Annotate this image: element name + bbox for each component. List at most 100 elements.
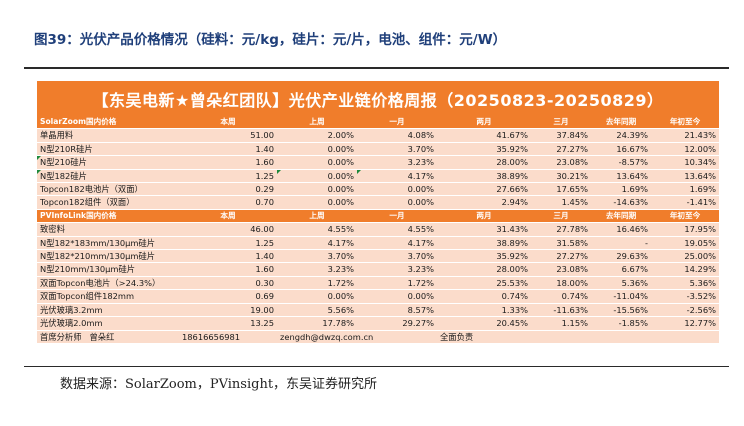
price-value-cell: 0.74% xyxy=(437,289,531,304)
price-value-cell: 51.00 xyxy=(179,128,277,143)
price-value-cell: 46.00 xyxy=(179,222,277,237)
price-value-cell: 31.58% xyxy=(531,236,591,251)
price-value-cell: 1.40 xyxy=(179,249,277,264)
column-header: 本周 xyxy=(179,116,277,130)
column-header: 本周 xyxy=(179,209,277,224)
price-value-cell: -11.04% xyxy=(591,289,651,304)
price-value-cell: 25.00% xyxy=(651,249,719,264)
price-value-cell: -8.57% xyxy=(591,155,651,170)
price-value-cell: 4.17% xyxy=(357,169,437,184)
footer-cell: 18616656981 xyxy=(179,330,277,344)
analyst-email: zengdh@dwzq.com.cn xyxy=(280,331,374,342)
price-value-cell: 8.57% xyxy=(357,303,437,318)
product-name-cell: 光伏玻璃3.2mm xyxy=(37,303,179,318)
price-value-cell: -1.85% xyxy=(591,316,651,331)
section-source-header: PVInfoLink国内价格 xyxy=(37,209,179,224)
price-value-cell: 31.43% xyxy=(437,222,531,237)
price-value-cell: 0.00% xyxy=(277,289,357,304)
price-value-cell: 41.67% xyxy=(437,128,531,143)
price-value-cell: 27.27% xyxy=(531,249,591,264)
price-row: Topcon182组件（双面） 0.70 0.00% 0.00% 2.94% 1.45% -… xyxy=(37,195,719,210)
price-row: Topcon182电池片（双面） 0.29 0.00% 0.00% 27.66% 17.6… xyxy=(37,182,719,197)
price-row: 双面Topcon电池片（>24.3%） 0.30 1.72% 1.72% 25.53% 1… xyxy=(37,276,719,291)
analyst-phone: 18616656981 xyxy=(182,331,241,342)
product-name-cell: N型182硅片 xyxy=(37,169,179,184)
price-row: N型182硅片 1.25 0.00% 4.17% 38.89% 30.21% 13.64% 1… xyxy=(37,169,719,184)
price-value-cell: 1.69% xyxy=(651,182,719,197)
price-row: N型182*210mm/130μm硅片 1.40 3.70% 3.70% 35.92% 2… xyxy=(37,249,719,264)
section-header-row: PVInfoLink国内价格 本周 上周 一月 两月 三月 去年同期 年初至今 xyxy=(37,209,719,224)
price-value-cell: -3.52% xyxy=(651,289,719,304)
price-row: 单晶用料 51.00 2.00% 4.08% 41.67% 37.84% 24.39% 21.… xyxy=(37,128,719,143)
price-value-cell: 0.70 xyxy=(179,195,277,210)
price-value-cell: 0.30 xyxy=(179,276,277,291)
footer-cell: 全面负责 xyxy=(437,330,719,344)
product-name-cell: 光伏玻璃2.0mm xyxy=(37,316,179,331)
section-source-header: SolarZoom国内价格 xyxy=(37,116,179,130)
product-name-cell: Topcon182电池片（双面） xyxy=(37,182,179,197)
product-name-cell: N型210硅片 xyxy=(37,155,179,170)
price-value-cell: 10.34% xyxy=(651,155,719,170)
analyst-role: 首席分析师 xyxy=(40,331,82,342)
source-note: 数据来源：SolarZoom，PVinsight，东吴证券研究所 xyxy=(60,377,378,392)
column-header: 去年同期 xyxy=(591,116,651,130)
price-value-cell: 13.64% xyxy=(591,169,651,184)
price-value-cell: 1.69% xyxy=(591,182,651,197)
price-value-cell: 3.23% xyxy=(357,155,437,170)
price-value-cell: 17.95% xyxy=(651,222,719,237)
product-name-cell: 致密料 xyxy=(37,222,179,237)
price-value-cell: 1.72% xyxy=(357,276,437,291)
product-name-cell: Topcon182组件（双面） xyxy=(37,195,179,210)
analyst-footer-row: 首席分析师 曾朵红 18616656981 zengdh@dwzq.com.cn 全面负… xyxy=(37,330,719,344)
price-value-cell: 27.27% xyxy=(531,142,591,157)
price-value-cell: 21.43% xyxy=(651,128,719,143)
price-value-cell: -2.56% xyxy=(651,303,719,318)
price-value-cell: 17.65% xyxy=(531,182,591,197)
price-row: N型210mm/130μm硅片 1.60 3.23% 3.23% 28.00% 23.08… xyxy=(37,262,719,277)
price-row: 光伏玻璃2.0mm 13.25 17.78% 29.27% 20.45% 1.15% -1.… xyxy=(37,316,719,331)
price-value-cell: 3.70% xyxy=(277,249,357,264)
price-value-cell: 27.78% xyxy=(531,222,591,237)
column-header: 一月 xyxy=(357,116,437,130)
price-value-cell: 2.94% xyxy=(437,195,531,210)
price-value-cell: 0.00% xyxy=(357,195,437,210)
column-header: 上周 xyxy=(277,209,357,224)
column-header: 两月 xyxy=(437,209,531,224)
price-value-cell: 16.67% xyxy=(591,142,651,157)
column-header: 三月 xyxy=(531,209,591,224)
price-value-cell: 1.45% xyxy=(531,195,591,210)
column-header: 去年同期 xyxy=(591,209,651,224)
bottom-rule xyxy=(24,366,729,367)
price-value-cell: 0.00% xyxy=(277,169,357,184)
price-value-cell: 4.17% xyxy=(277,236,357,251)
product-name-cell: N型182*210mm/130μm硅片 xyxy=(37,249,179,264)
price-value-cell: 28.00% xyxy=(437,155,531,170)
price-table: SolarZoom国内价格 本周 上周 一月 两月 三月 去年同期 年初至今 单晶用料 51.00… xyxy=(37,116,719,344)
price-value-cell: 3.23% xyxy=(357,262,437,277)
price-value-cell: 0.00% xyxy=(357,182,437,197)
column-header: 两月 xyxy=(437,116,531,130)
price-value-cell: 23.08% xyxy=(531,262,591,277)
figure-title: 图39：光伏产品价格情况（硅料：元/kg，硅片：元/片，电池、组件：元/W） xyxy=(34,32,507,48)
price-value-cell: 1.60 xyxy=(179,262,277,277)
price-value-cell: 0.00% xyxy=(277,142,357,157)
price-value-cell: 23.08% xyxy=(531,155,591,170)
price-value-cell: 5.36% xyxy=(651,276,719,291)
price-value-cell: 1.60 xyxy=(179,155,277,170)
price-value-cell: 0.00% xyxy=(277,155,357,170)
top-rule xyxy=(24,67,729,69)
product-name-cell: N型210mm/130μm硅片 xyxy=(37,262,179,277)
price-value-cell: 1.33% xyxy=(437,303,531,318)
price-value-cell: 13.25 xyxy=(179,316,277,331)
price-value-cell: 1.72% xyxy=(277,276,357,291)
price-value-cell: 38.89% xyxy=(437,236,531,251)
analyst-duty: 全面负责 xyxy=(440,331,474,342)
price-value-cell: 0.74% xyxy=(531,289,591,304)
price-value-cell: 28.00% xyxy=(437,262,531,277)
price-row: 双面Topcon组件182mm 0.69 0.00% 0.00% 0.74% 0.74% -… xyxy=(37,289,719,304)
price-value-cell: -14.63% xyxy=(591,195,651,210)
product-name-cell: 单晶用料 xyxy=(37,128,179,143)
price-value-cell: 37.84% xyxy=(531,128,591,143)
price-value-cell: 16.46% xyxy=(591,222,651,237)
price-value-cell: 29.63% xyxy=(591,249,651,264)
